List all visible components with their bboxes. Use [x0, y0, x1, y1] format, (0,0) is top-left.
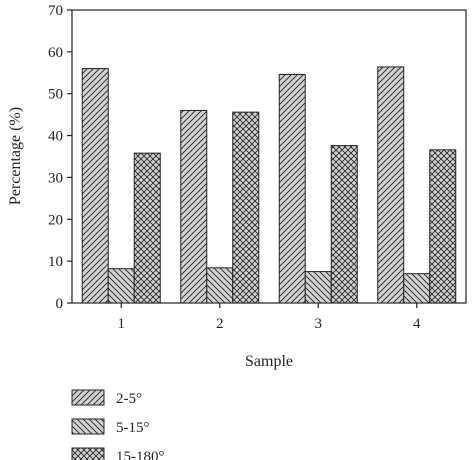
bar-sample-4-series-3	[429, 149, 457, 304]
x-axis-title: Sample	[245, 353, 293, 370]
legend-swatch-3	[71, 447, 105, 460]
bar-sample-1-series-3	[133, 152, 161, 304]
legend-label-1: 2-5°	[116, 391, 142, 407]
bar-sample-4-series-2	[403, 273, 431, 304]
bar-sample-2-series-3	[232, 111, 260, 304]
y-tick-label: 10	[48, 254, 63, 270]
y-tick-label: 50	[48, 87, 63, 103]
y-tick-label: 30	[48, 170, 63, 186]
x-tick-label: 2	[216, 316, 224, 332]
bar-sample-1-series-2	[107, 268, 135, 304]
legend-label-3: 15-180°	[116, 449, 165, 460]
legend-swatch-1	[71, 389, 105, 406]
y-tick-label: 20	[48, 212, 63, 228]
y-axis: 0 10 20 30 40 50 60 70	[48, 3, 72, 312]
bars-layer	[81, 66, 457, 304]
y-tick-label: 40	[48, 129, 63, 145]
bar-sample-1-series-1	[81, 68, 109, 304]
y-tick-label: 60	[48, 45, 63, 61]
bar-sample-3-series-1	[278, 73, 306, 304]
x-tick-label: 1	[118, 316, 126, 332]
bar-sample-3-series-3	[330, 145, 358, 304]
legend-label-2: 5-15°	[116, 420, 150, 436]
bar-sample-3-series-2	[304, 271, 332, 304]
legend: 2-5° 5-15° 15-180°	[71, 389, 165, 460]
x-tick-label: 3	[315, 316, 323, 332]
y-axis-title: Percentage (%)	[7, 107, 24, 205]
y-tick-label: 0	[56, 296, 64, 312]
legend-swatch-2	[71, 418, 105, 435]
x-tick-label: 4	[413, 316, 421, 332]
y-tick-label: 70	[48, 3, 63, 19]
bar-sample-2-series-2	[206, 267, 234, 304]
bar-sample-4-series-1	[377, 66, 405, 304]
bar-sample-2-series-1	[180, 109, 208, 304]
x-axis: 1 2 3 4	[118, 303, 421, 332]
plot-frame	[71, 9, 467, 304]
